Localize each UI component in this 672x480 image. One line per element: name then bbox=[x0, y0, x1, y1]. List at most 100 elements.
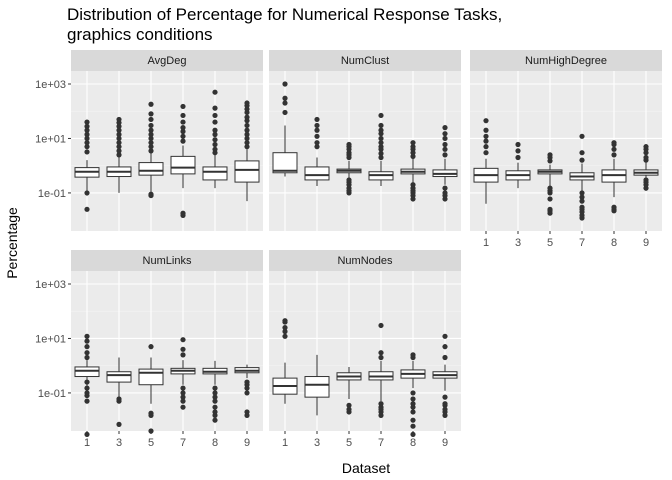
panel-numclust-box-7-outlier bbox=[378, 122, 384, 129]
panel-numnodes-xtick-label: 9 bbox=[442, 437, 448, 449]
panel-numlinks-box-1-outlier bbox=[84, 390, 90, 396]
panel-numlinks-box-8-outlier bbox=[212, 390, 218, 396]
panel-numlinks-box-5-outlier bbox=[148, 428, 154, 434]
panel-numlinks-box-7-outlier bbox=[180, 398, 186, 404]
facet-panels: AvgDeg 1e-01 1e+01 1e+03 NumClust NumHighDegr… bbox=[35, 50, 662, 449]
panel-numhighdegree-strip bbox=[470, 50, 662, 71]
panel-numhighdegree-box-1-outlier bbox=[483, 127, 489, 133]
panel-numhighdegree-box-3-outlier bbox=[515, 141, 521, 148]
panel-numhighdegree-box-7-outlier bbox=[579, 204, 585, 210]
panel-numhighdegree-xtick-label: 1 bbox=[483, 237, 489, 249]
y-axis-title: Percentage bbox=[4, 207, 20, 279]
panel-numclust-strip bbox=[269, 50, 461, 71]
panel-numclust-box-8-outlier bbox=[410, 144, 416, 150]
panel-numlinks-box-1-outlier bbox=[84, 344, 90, 350]
panel-numlinks-box-5-outlier bbox=[148, 410, 154, 416]
panel-numhighdegree-box-7-outlier bbox=[579, 198, 585, 204]
panel-numnodes-box-3-iqr bbox=[304, 376, 330, 398]
panel-numhighdegree-background bbox=[470, 71, 662, 231]
panel-numclust-box-5-outlier bbox=[346, 141, 352, 148]
panel-avgdeg-box-5-outlier bbox=[148, 111, 154, 117]
panel-numhighdegree-box-5-outlier bbox=[547, 185, 553, 191]
panel-numclust-box-3-outlier bbox=[314, 140, 320, 146]
panel-numhighdegree-box-9-outlier bbox=[643, 177, 649, 183]
panel-numnodes-box-8-outlier bbox=[410, 396, 416, 402]
panel-numlinks-box-8-outlier bbox=[212, 394, 218, 400]
panel-avgdeg-box-3-outlier bbox=[116, 135, 122, 142]
panel-avgdeg-box-9-outlier bbox=[244, 100, 250, 106]
panel-numclust-box-9-outlier bbox=[442, 135, 448, 142]
panel-avgdeg-box-9-outlier bbox=[244, 127, 250, 133]
panel-numclust-box-9-outlier bbox=[442, 131, 448, 137]
panel-numclust-box-7-outlier bbox=[378, 150, 384, 157]
panel-numlinks-box-1-outlier bbox=[84, 379, 90, 385]
panel-numlinks-ytick-label: 1e-01 bbox=[38, 388, 66, 400]
panel-avgdeg-box-8-outlier bbox=[212, 137, 218, 143]
panel-avgdeg-box-3 bbox=[106, 116, 132, 193]
panel-numnodes-box-8-outlier bbox=[410, 423, 416, 429]
panel-numclust-box-9 bbox=[432, 125, 458, 202]
panel-numnodes-box-9 bbox=[432, 333, 458, 418]
panel-numhighdegree-box-7-outlier bbox=[579, 157, 585, 163]
panel-numclust-box-7 bbox=[368, 112, 394, 186]
panel-avgdeg-box-3-outlier bbox=[116, 123, 122, 129]
panel-numhighdegree-box-8-outlier bbox=[611, 204, 617, 210]
panel-numhighdegree-xtick-label: 3 bbox=[515, 237, 521, 249]
panel-numhighdegree-box-1-outlier bbox=[483, 138, 489, 144]
panel-numnodes-box-8-outlier bbox=[410, 417, 416, 423]
panel-numnodes-box-8-outlier bbox=[410, 352, 416, 358]
panel-numnodes-box-8-outlier bbox=[410, 390, 416, 396]
panel-numclust-box-9-outlier bbox=[442, 190, 448, 196]
panel-numlinks-strip bbox=[71, 250, 263, 271]
panel-avgdeg-box-1-outlier bbox=[84, 206, 90, 212]
panel-numhighdegree-box-1-outlier bbox=[483, 144, 489, 150]
panel-avgdeg-box-9-outlier bbox=[244, 131, 250, 138]
panel-numnodes-box-7 bbox=[368, 322, 394, 418]
panel-numlinks-box-3-outlier bbox=[116, 396, 122, 402]
panel-numhighdegree-strip-label: NumHighDegree bbox=[525, 55, 607, 67]
panel-avgdeg-box-7-outlier bbox=[180, 128, 186, 135]
panel-numnodes-xtick-label: 5 bbox=[346, 437, 352, 449]
panel-avgdeg-box-5-outlier bbox=[148, 116, 154, 123]
panel-numlinks-background bbox=[71, 271, 263, 431]
panel-numhighdegree-box-5-outlier bbox=[547, 152, 553, 158]
panel-numnodes-box-1-outlier bbox=[282, 333, 288, 339]
panel-numlinks-box-9-outlier bbox=[244, 379, 250, 385]
panel-numhighdegree-box-7-outlier bbox=[579, 150, 585, 156]
panel-numclust-box-3-outlier bbox=[314, 144, 320, 150]
panel-avgdeg-box-5 bbox=[138, 101, 164, 199]
panel-numlinks-box-1-outlier bbox=[84, 354, 90, 361]
panel-avgdeg-box-1-outlier bbox=[84, 119, 90, 125]
panel-numnodes-strip-label: NumNodes bbox=[337, 255, 393, 267]
panel-avgdeg-box-7-outlier bbox=[180, 133, 186, 139]
panel-numhighdegree-box-7 bbox=[569, 133, 595, 221]
panel-numlinks-box-1-outlier bbox=[84, 385, 90, 391]
panel-numhighdegree-box-9 bbox=[633, 144, 659, 191]
panel-numlinks-box-7-outlier bbox=[180, 385, 186, 391]
panel-avgdeg-box-5-outlier bbox=[148, 101, 154, 107]
panel-numlinks-box-8-outlier bbox=[212, 417, 218, 423]
panel-avgdeg-box-8-outlier bbox=[212, 119, 218, 125]
panel-numlinks-box-5-iqr bbox=[138, 368, 164, 386]
panel-avgdeg-box-8-outlier bbox=[212, 89, 218, 95]
panel-numlinks-box-7-outlier bbox=[180, 352, 186, 358]
panel-avgdeg-box-8-outlier bbox=[212, 105, 218, 111]
chart-title-line-2: graphics conditions bbox=[67, 25, 213, 44]
panel-numhighdegree-xtick-label: 7 bbox=[579, 237, 585, 249]
panel-numclust-box-9-outlier bbox=[442, 141, 448, 148]
panel-numclust-box-1-iqr bbox=[272, 152, 298, 174]
panel-numhighdegree-box-3-outlier bbox=[515, 154, 521, 161]
panel-numclust-box-3-outlier bbox=[314, 116, 320, 123]
panel-numclust-box-3-iqr bbox=[304, 166, 330, 181]
panel-numnodes-xtick-label: 7 bbox=[378, 437, 384, 449]
panel-avgdeg-box-7 bbox=[170, 103, 196, 218]
panel-numnodes-box-9-outlier bbox=[442, 333, 448, 339]
panel-numnodes: NumNodes 1 3 5 7 8 9 bbox=[269, 250, 461, 449]
panel-avgdeg-box-9-outlier bbox=[244, 135, 250, 142]
panel-numclust-box-7-outlier bbox=[378, 144, 384, 150]
panel-numclust-box-1 bbox=[272, 81, 298, 177]
panel-numlinks-xtick-label: 9 bbox=[244, 437, 250, 449]
panel-avgdeg-box-7-iqr bbox=[170, 155, 196, 175]
panel-numclust-box-1-outlier bbox=[282, 95, 288, 101]
panel-numhighdegree-box-7-outlier bbox=[579, 194, 585, 200]
